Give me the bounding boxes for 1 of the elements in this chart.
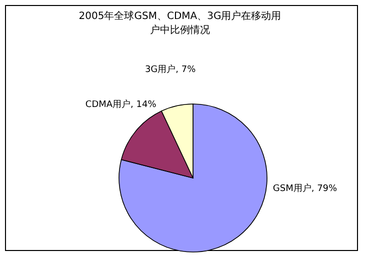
title: 2005年全球GSM、CDMA、3G用户在移动用户中比例情况: [78, 11, 282, 36]
